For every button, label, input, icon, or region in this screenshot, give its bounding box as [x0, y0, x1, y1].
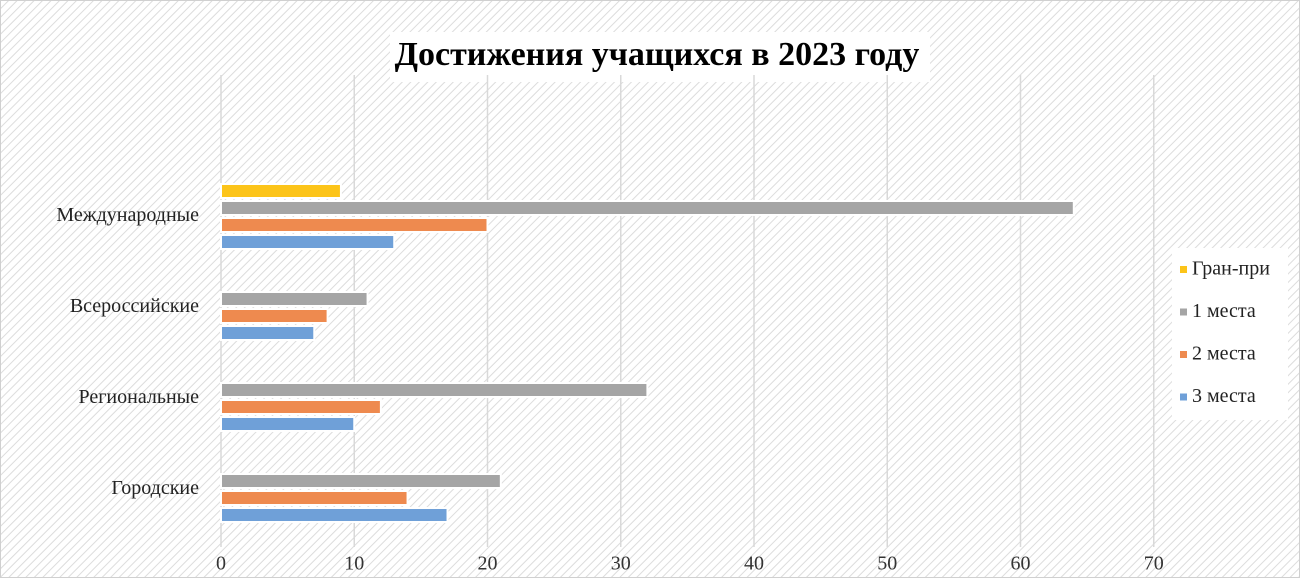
y-tick-label: Всероссийские [70, 295, 199, 317]
x-tick-label: 40 [744, 553, 764, 575]
title-bg [390, 32, 930, 82]
y-tick-label: Городские [111, 477, 199, 499]
bar [220, 490, 409, 506]
x-tick-label: 0 [216, 553, 226, 575]
bar [220, 200, 1075, 216]
bar [220, 325, 316, 341]
bar [220, 291, 369, 307]
x-tick-label: 60 [1011, 553, 1031, 575]
y-tick-label: Региональные [78, 386, 199, 408]
chart-title: Достижения учащихся в 2023 году [395, 36, 920, 73]
legend-label: 2 места [1192, 343, 1256, 365]
legend-label: Гран-при [1192, 258, 1270, 280]
legend-label: 3 места [1192, 385, 1256, 407]
legend-swatch [1180, 266, 1187, 273]
x-tick-label: 50 [877, 553, 897, 575]
bar [220, 507, 449, 523]
legend-swatch [1180, 308, 1187, 316]
legend-swatch [1180, 351, 1187, 358]
bar [220, 399, 382, 415]
bar [220, 473, 502, 489]
bar [220, 217, 489, 233]
bar [220, 416, 356, 432]
x-tick-label: 30 [611, 553, 631, 575]
bar [220, 382, 649, 398]
y-tick-label: Международные [56, 204, 199, 226]
bar [220, 308, 329, 324]
legend-bg [1172, 248, 1288, 420]
bar [220, 183, 342, 199]
x-tick-label: 70 [1144, 553, 1164, 575]
legend-label: 1 места [1192, 300, 1256, 322]
x-tick-label: 10 [344, 553, 364, 575]
legend-swatch [1180, 393, 1187, 401]
x-tick-label: 20 [478, 553, 498, 575]
bar [220, 234, 396, 250]
